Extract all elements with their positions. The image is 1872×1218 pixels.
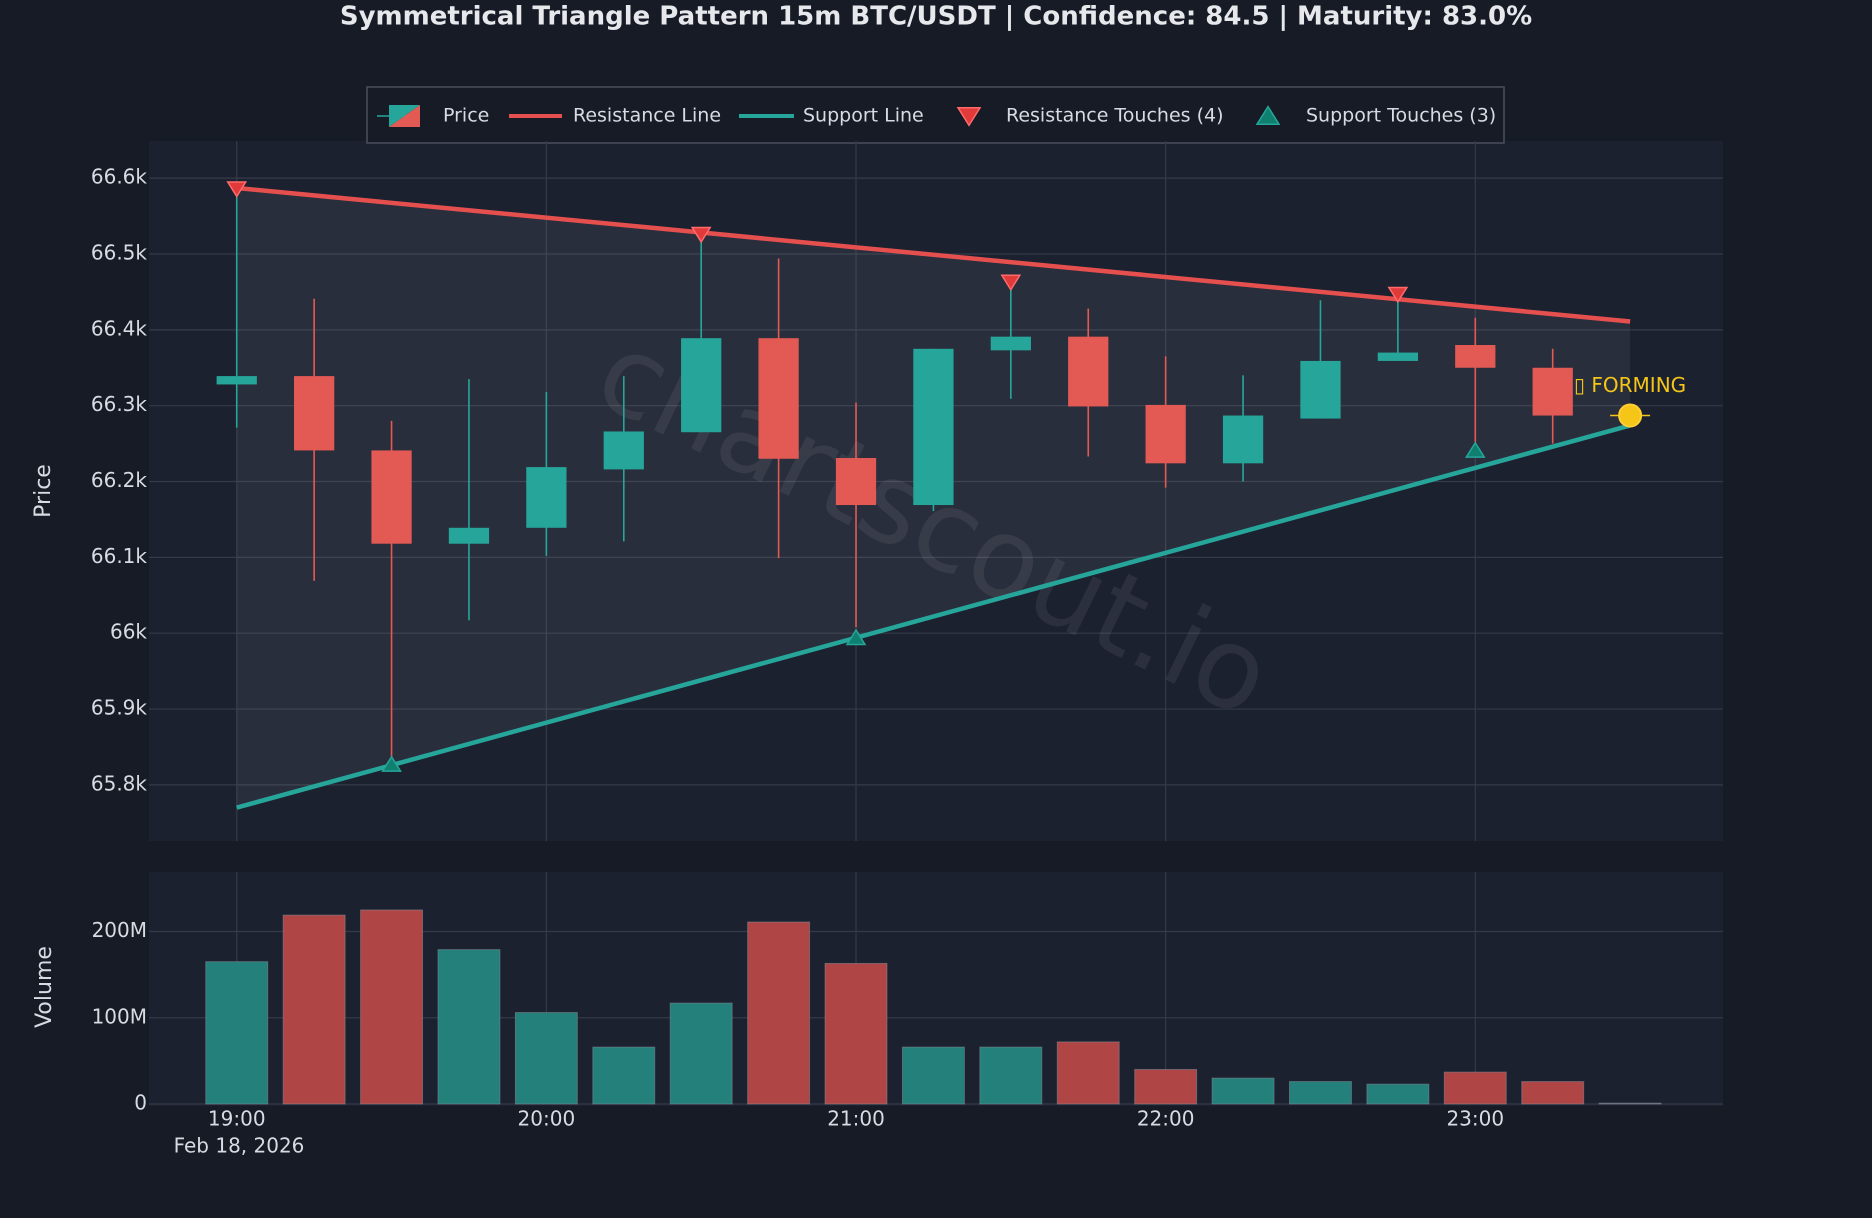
volume-bar [1598,1102,1662,1105]
candle-body [990,336,1031,351]
candle-body [1532,367,1573,416]
volume-bar [514,1012,578,1105]
x-tick-label: 23:00 [1446,1107,1504,1131]
touch-marker [690,226,712,244]
y-tick-label: 66.6k [91,165,148,189]
volume-bar [1056,1041,1120,1105]
y-tick-label: 0 [134,1091,147,1115]
legend-icon [1255,105,1281,125]
volume-bar [1443,1071,1507,1105]
touch-marker [1000,274,1022,292]
y-tick-label: 66.5k [91,241,148,265]
x-tick-label: 19:00 [208,1107,266,1131]
legend-icon [956,107,982,127]
volume-bar [205,961,269,1105]
x-tick-label: 21:00 [827,1107,885,1131]
candle-body [371,450,412,544]
volume-bar [1366,1083,1430,1105]
candle-body [448,527,490,544]
candle-body [1222,415,1264,464]
touch-marker [1387,286,1409,304]
touch-marker [381,755,402,772]
candle-body [216,376,257,385]
volume-bar [901,1046,965,1105]
legend-label: Support Touches (3) [1306,105,1496,127]
y-tick-label: 66k [110,620,147,644]
volume-bar [1134,1069,1198,1105]
legend-label: Resistance Touches (4) [1006,105,1224,127]
volume-bar [747,921,811,1105]
y-tick-label: 66.1k [91,544,148,568]
volume-bar [824,962,888,1105]
legend-icon [389,105,420,127]
y-tick-label: 65.9k [91,696,148,720]
candle-body [294,376,335,451]
forming-label: ▯ FORMING [1574,373,1686,397]
legend-label: Support Line [803,105,924,127]
volume-bar [592,1046,656,1105]
y-tick-label: 66.4k [91,316,148,340]
y-axis-label: Price [31,464,56,518]
candle-body [835,458,877,506]
support-line [236,423,1631,810]
candle-body [526,467,567,528]
candle-body [1145,404,1186,464]
candle-body [681,338,722,433]
candle-body [1300,360,1341,419]
candle-body [603,431,644,470]
touch-marker [845,628,867,646]
candle-body [758,338,799,459]
chart-title: Symmetrical Triangle Pattern 15m BTC/USD… [340,2,1532,32]
y-tick-label: 66.3k [91,392,148,416]
candle-body [1455,345,1496,368]
candle-body [1068,336,1109,407]
volume-bar [979,1046,1043,1105]
y-tick-label: 200M [92,918,147,942]
legend-label: Price [443,105,489,127]
candle-body [913,348,954,506]
y-tick-label: 100M [92,1004,147,1028]
y-tick-label: 65.8k [91,771,148,795]
volume-bar [282,914,346,1105]
date-label: Feb 18, 2026 [174,1134,305,1158]
x-tick-label: 20:00 [518,1107,576,1131]
volume-bar [360,909,424,1105]
y-tick-label: 66.2k [91,468,148,492]
legend-label: Resistance Line [573,105,721,127]
volume-axis-label: Volume [32,946,57,1028]
candle-body [1377,352,1419,361]
volume-bar [1211,1077,1275,1105]
touch-marker [1464,441,1486,458]
volume-bar [1289,1081,1352,1105]
volume-bar [1521,1081,1585,1105]
volume-bar [437,949,501,1105]
volume-bar [669,1002,733,1105]
touch-marker [226,181,248,198]
x-tick-label: 22:00 [1137,1107,1195,1131]
forming-point [1618,403,1643,428]
